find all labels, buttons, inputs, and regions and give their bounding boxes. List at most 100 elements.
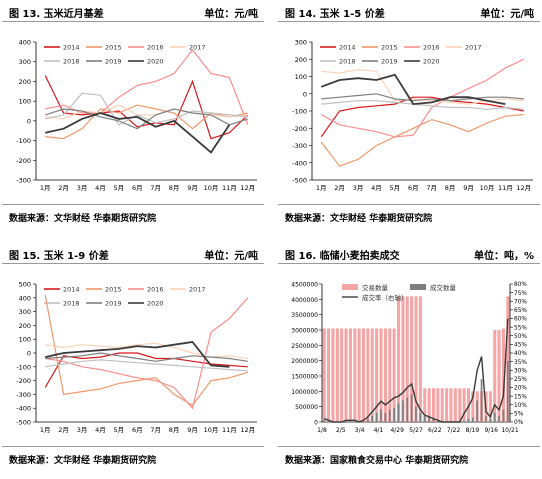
y-tick-label: 300 [19, 58, 31, 66]
x-tick-label: 9月 [463, 184, 474, 192]
legend-label: 2018 [63, 300, 80, 308]
chart-title: 图 15. 玉米 1-9 价差 [9, 251, 109, 262]
bar-deal-volume [345, 421, 347, 422]
y-tick-label-left: 1500000 [291, 374, 318, 381]
legend-label: 交易数量 [362, 283, 389, 292]
bar-deal-volume [485, 415, 487, 422]
y-tick-label-left: 500000 [295, 404, 318, 411]
bar-trade-volume [445, 388, 449, 422]
x-tick-label: 10月 [480, 184, 495, 192]
bar-deal-volume [406, 397, 409, 422]
x-tick-label: 4月 [371, 184, 382, 192]
x-tick-label: 4月 [95, 184, 106, 192]
x-tick-label: 8月 [169, 426, 180, 434]
bar-deal-volume [467, 418, 470, 422]
series-line-2016 [45, 297, 249, 410]
bar-trade-volume [383, 328, 387, 422]
y-tick-label: -100 [16, 137, 31, 145]
bar-deal-volume [463, 420, 465, 422]
y-tick-label-right: 65% [514, 308, 527, 314]
bar-deal-volume [437, 420, 439, 422]
legend-label: 2019 [105, 58, 122, 66]
legend-label: 2014 [63, 286, 80, 294]
x-tick-label: 1/8 [317, 427, 327, 434]
chart-source: 数据来源：文华财经 华泰期货研究院 [9, 214, 157, 224]
chart-title: 图 13. 玉米近月基差 [9, 9, 104, 20]
y-tick-label: 0 [27, 117, 31, 125]
bar-trade-volume [370, 328, 374, 422]
chart-unit: 单位：元/吨 [204, 251, 258, 262]
x-tick-label: 3/4 [355, 427, 365, 434]
bar-trade-volume [471, 391, 475, 422]
y-tick-label-left: 0 [314, 420, 318, 427]
bar-deal-volume [353, 421, 356, 422]
x-tick-label: 9/16 [484, 427, 498, 434]
y-tick-label-right: 30% [514, 368, 527, 374]
legend-label: 2015 [105, 44, 122, 52]
x-tick-label: 1月 [316, 184, 327, 192]
bar-deal-volume [489, 418, 492, 422]
y-tick-label-left: 2500000 [291, 343, 318, 350]
series-line-2018 [321, 100, 524, 110]
series-line-2019 [321, 93, 524, 102]
bar-trade-volume [414, 296, 418, 422]
y-tick-label-left: 3500000 [291, 312, 318, 319]
x-tick-label: 8月 [169, 184, 180, 192]
chart-panel-15: 图 15. 玉米 1-9 价差 单位：元/吨 -500 -400 -300 -200-… [2, 244, 264, 472]
bar-deal-volume [423, 415, 426, 422]
x-tick-label: 8月 [445, 184, 456, 192]
bar-trade-volume [436, 388, 440, 422]
bar-deal-volume [388, 409, 391, 422]
y-tick-label: 300 [295, 39, 307, 47]
bar-trade-volume [379, 328, 383, 422]
bar-trade-volume [497, 330, 501, 422]
x-tick-label: 8/19 [466, 427, 480, 434]
bar-deal-volume [472, 417, 474, 422]
bar-trade-volume [340, 328, 344, 422]
x-tick-label: 10/21 [501, 427, 518, 434]
y-tick-label-right: 75% [514, 291, 527, 297]
x-tick-label: 5月 [114, 184, 125, 192]
legend-label: 2020 [423, 58, 440, 66]
y-tick-label-right: 0% [514, 420, 524, 426]
x-tick-label: 11月 [222, 426, 237, 434]
y-tick-label-right: 60% [514, 317, 527, 323]
y-tick-label: 500 [19, 281, 31, 289]
y-tick-label-right: 35% [514, 360, 527, 366]
y-tick-label: 200 [295, 56, 307, 64]
legend-label: 2019 [105, 300, 122, 308]
bar-trade-volume [427, 388, 431, 422]
x-tick-label: 1月 [40, 426, 51, 434]
y-tick-label: -400 [16, 405, 31, 413]
y-tick-label: 100 [295, 73, 307, 81]
bar-trade-volume [353, 328, 357, 422]
bar-trade-volume [449, 388, 453, 422]
title-divider [278, 21, 540, 22]
bar-trade-volume [418, 296, 422, 422]
bar-deal-volume [428, 417, 430, 422]
y-tick-label: -100 [292, 108, 307, 116]
bar-deal-volume [419, 412, 422, 422]
series-line-2017 [45, 104, 248, 120]
bar-deal-volume [476, 400, 478, 422]
bar-deal-volume [349, 420, 352, 422]
bar-deal-volume [415, 406, 417, 422]
x-tick-label: 9月 [187, 184, 198, 192]
y-tick-label: -200 [16, 377, 31, 385]
x-tick-label: 10月 [204, 184, 219, 192]
series-line-2019 [45, 352, 248, 362]
bar-trade-volume [392, 328, 396, 422]
line-chart-spread-1-9: -500 -400 -300 -200 -100 0 100 200 300 400 500 1月 2月… [16, 281, 257, 434]
bar-trade-volume [506, 296, 510, 422]
bar-trade-volume [331, 328, 335, 422]
line-chart-basis: -300 -200 -100 0 100 200 300 400 1月 2月 3月 4月 5月 6月 7月 8… [16, 39, 257, 192]
x-tick-label: 7月 [150, 184, 161, 192]
bar-trade-volume [366, 328, 370, 422]
y-tick-label: -300 [16, 177, 31, 185]
legend-label: 2018 [63, 58, 80, 66]
y-tick-label: 100 [19, 98, 31, 106]
x-tick-label: 1月 [40, 184, 51, 192]
series-line-2020 [45, 112, 231, 154]
x-tick-label: 6/22 [428, 427, 442, 434]
bar-trade-volume [348, 328, 352, 422]
